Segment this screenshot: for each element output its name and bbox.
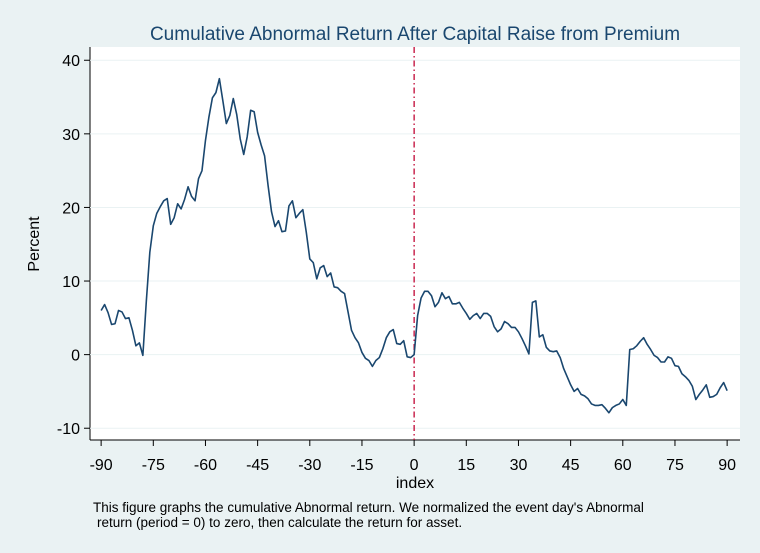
y-tick-label: 10 <box>62 274 80 291</box>
x-tick-label: 0 <box>410 457 419 474</box>
y-tick-label: 0 <box>71 348 80 365</box>
y-tick-label: 20 <box>62 200 80 217</box>
y-axis-label: Percent <box>26 216 43 272</box>
x-tick-label: -60 <box>194 457 217 474</box>
y-tick-label: 30 <box>62 127 80 144</box>
x-tick-label: -30 <box>298 457 321 474</box>
x-tick-label: -15 <box>350 457 373 474</box>
note: This figure graphs the cumulative Abnorm… <box>93 500 644 515</box>
x-tick-label: 90 <box>718 457 736 474</box>
y-tick-label: 40 <box>62 53 80 70</box>
x-tick-label: -45 <box>246 457 269 474</box>
x-tick-label: 45 <box>562 457 580 474</box>
plot-area <box>90 47 740 440</box>
chart-title: Cumulative Abnormal Return After Capital… <box>150 24 680 45</box>
x-tick-label: 15 <box>457 457 475 474</box>
x-tick-label: 60 <box>614 457 632 474</box>
note: return (period = 0) to zero, then calcul… <box>97 515 462 530</box>
x-axis-label: index <box>396 475 434 492</box>
x-tick-label: -75 <box>142 457 165 474</box>
data-line <box>100 77 728 414</box>
x-tick-label: 30 <box>510 457 528 474</box>
x-tick-label: 75 <box>666 457 684 474</box>
y-tick-label: -10 <box>57 421 80 438</box>
x-tick-label: -90 <box>90 457 113 474</box>
